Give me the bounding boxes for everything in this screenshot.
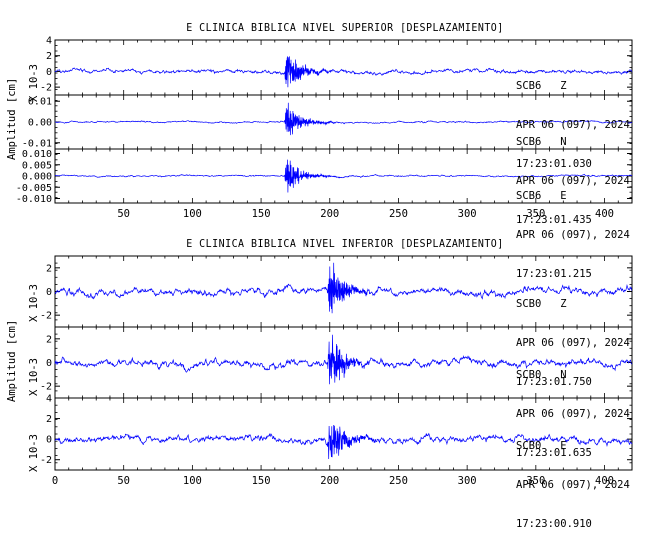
seismogram-trace-scb0-e (54, 424, 633, 460)
chart-title-upper: E CLINICA BIBLICA NIVEL SUPERIOR [DESPLA… (186, 22, 504, 34)
x-tick-label: 300 (458, 208, 477, 220)
y-tick-label: -0.005 (16, 183, 52, 194)
x-tick-label: 350 (526, 208, 545, 220)
scale-label-scb0-e: X 10-3 (28, 434, 40, 472)
component-label: Z (560, 80, 567, 92)
date-label: APR 06 (097), 2024 (516, 337, 630, 349)
date-label: APR 06 (097), 2024 (516, 408, 630, 420)
trace-info-scb6-e: SCB6 E APR 06 (097), 2024 17:23:01.215 (516, 164, 630, 294)
x-tick-label: 50 (117, 475, 130, 487)
seismogram-trace-scb0-n (54, 334, 633, 385)
component-label: N (560, 136, 567, 148)
time-label: 17:23:01.635 (516, 447, 592, 459)
x-tick-label: 400 (595, 475, 614, 487)
station-label: SCB6 (516, 136, 542, 148)
x-tick-label: 400 (595, 208, 614, 220)
x-tick-label: 200 (320, 475, 339, 487)
trace-info-scb0-z: SCB0 Z APR 06 (097), 2024 17:23:01.750 (516, 272, 630, 402)
x-tick-label: 0 (52, 475, 58, 487)
date-label: APR 06 (097), 2024 (516, 175, 630, 187)
y-tick-label: 0.01 (28, 97, 52, 108)
y-tick-label: 0 (46, 435, 52, 446)
trace-info-scb6-n: SCB6 N APR 06 (097), 2024 17:23:01.435 (516, 110, 630, 240)
trace-info-scb0-e: SCB0 E APR 06 (097), 2024 17:23:00.910 (516, 414, 630, 544)
station-label: SCB0 (516, 369, 542, 381)
station-label: SCB0 (516, 298, 542, 310)
y-axis-label-upper: Amplitud [cm] (6, 77, 18, 160)
trace-info-scb0-n: SCB0 N APR 06 (097), 2024 17:23:01.635 (516, 343, 630, 473)
y-tick-label: 0.005 (22, 160, 52, 171)
seismogram-trace-scb0-z (54, 262, 633, 314)
scale-label-scb6-z: X 10-3 (28, 64, 40, 102)
component-label: E (560, 190, 567, 202)
seismogram-figure: 420-20.010.00-0.010.0100.0050.000-0.005-… (16, 36, 633, 487)
date-label: APR 06 (097), 2024 (516, 229, 630, 241)
scale-label-scb0-n: X 10-3 (28, 358, 40, 396)
date-label: APR 06 (097), 2024 (516, 119, 630, 131)
x-tick-label: 250 (389, 208, 408, 220)
x-tick-label: 250 (389, 475, 408, 487)
y-tick-label: -0.01 (22, 138, 52, 149)
y-tick-label: 2 (46, 51, 52, 62)
component-label: E (560, 440, 567, 452)
time-label: 17:23:01.030 (516, 158, 592, 170)
seismogram-trace-scb6-e (54, 159, 633, 193)
y-tick-label: 0.00 (28, 118, 52, 129)
y-tick-label: 0.000 (22, 172, 52, 183)
station-label: SCB6 (516, 190, 542, 202)
y-tick-label: 4 (46, 394, 52, 405)
x-tick-label: 100 (183, 475, 202, 487)
station-label: SCB6 (516, 80, 542, 92)
station-label: SCB0 (516, 440, 542, 452)
time-label: 17:23:01.435 (516, 214, 592, 226)
x-tick-label: 300 (458, 475, 477, 487)
y-tick-label: 0 (46, 358, 52, 369)
component-label: Z (560, 298, 567, 310)
x-tick-label: 350 (526, 475, 545, 487)
time-label: 17:23:00.910 (516, 518, 592, 530)
time-label: 17:23:01.215 (516, 268, 592, 280)
time-label: 17:23:01.750 (516, 376, 592, 388)
x-tick-label: 200 (320, 208, 339, 220)
y-tick-label: 2 (46, 334, 52, 345)
scale-label-scb0-z: X 10-3 (28, 284, 40, 322)
y-axis-label-lower: Amplitud [cm] (6, 319, 18, 402)
y-tick-label: 0 (46, 67, 52, 78)
y-tick-label: 2 (46, 414, 52, 425)
y-tick-label: -2 (40, 83, 52, 94)
x-tick-label: 150 (252, 475, 271, 487)
y-tick-label: -2 (40, 382, 52, 393)
x-tick-label: 100 (183, 208, 202, 220)
seismogram-trace-scb6-n (54, 102, 633, 136)
y-tick-label: 4 (46, 36, 52, 47)
y-tick-label: -2 (40, 311, 52, 322)
seismogram-trace-scb6-z (54, 56, 633, 88)
chart-title-lower: E CLINICA BIBLICA NIVEL INFERIOR [DESPLA… (186, 238, 504, 250)
date-label: APR 06 (097), 2024 (516, 479, 630, 491)
x-tick-label: 50 (117, 208, 130, 220)
y-tick-label: 2 (46, 263, 52, 274)
y-tick-label: -0.010 (16, 194, 52, 205)
component-label: N (560, 369, 567, 381)
y-tick-label: 0 (46, 287, 52, 298)
y-tick-label: 0.010 (22, 149, 52, 160)
y-tick-label: -2 (40, 455, 52, 466)
trace-info-scb6-z: SCB6 Z APR 06 (097), 2024 17:23:01.030 (516, 54, 630, 184)
x-tick-label: 150 (252, 208, 271, 220)
